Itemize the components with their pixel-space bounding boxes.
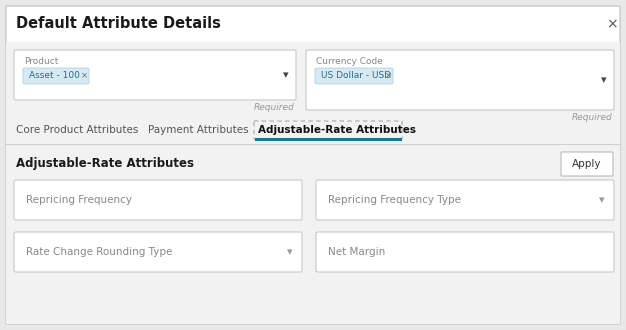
Text: Adjustable-Rate Attributes: Adjustable-Rate Attributes (16, 157, 194, 171)
FancyBboxPatch shape (315, 68, 393, 84)
Text: US Dollar - USD: US Dollar - USD (321, 72, 391, 81)
Text: Core Product Attributes: Core Product Attributes (16, 125, 138, 135)
FancyBboxPatch shape (14, 232, 302, 272)
FancyBboxPatch shape (14, 50, 296, 100)
Text: ▾: ▾ (283, 70, 289, 80)
Text: Apply: Apply (572, 159, 602, 169)
FancyBboxPatch shape (14, 180, 302, 220)
Text: ×: × (384, 72, 391, 81)
FancyBboxPatch shape (316, 232, 614, 272)
Text: ▾: ▾ (599, 195, 605, 205)
Text: ▾: ▾ (601, 75, 607, 85)
Text: Net Margin: Net Margin (328, 247, 385, 257)
Text: Repricing Frequency: Repricing Frequency (26, 195, 132, 205)
FancyBboxPatch shape (23, 68, 89, 84)
Text: Payment Attributes: Payment Attributes (148, 125, 249, 135)
FancyBboxPatch shape (6, 6, 620, 324)
FancyBboxPatch shape (316, 180, 614, 220)
Text: ×: × (81, 72, 88, 81)
Text: Repricing Frequency Type: Repricing Frequency Type (328, 195, 461, 205)
Text: Adjustable-Rate Attributes: Adjustable-Rate Attributes (258, 125, 416, 135)
FancyBboxPatch shape (561, 152, 613, 176)
Text: ×: × (606, 17, 618, 31)
Bar (6, 42, 620, 324)
Text: Asset - 100: Asset - 100 (29, 72, 80, 81)
Text: Default Attribute Details: Default Attribute Details (16, 16, 221, 31)
Text: Required: Required (572, 113, 612, 121)
Text: Currency Code: Currency Code (316, 57, 383, 67)
Text: Rate Change Rounding Type: Rate Change Rounding Type (26, 247, 172, 257)
Text: Required: Required (254, 103, 294, 112)
Text: ▾: ▾ (287, 247, 293, 257)
Text: Product: Product (24, 57, 58, 67)
FancyBboxPatch shape (306, 50, 614, 110)
